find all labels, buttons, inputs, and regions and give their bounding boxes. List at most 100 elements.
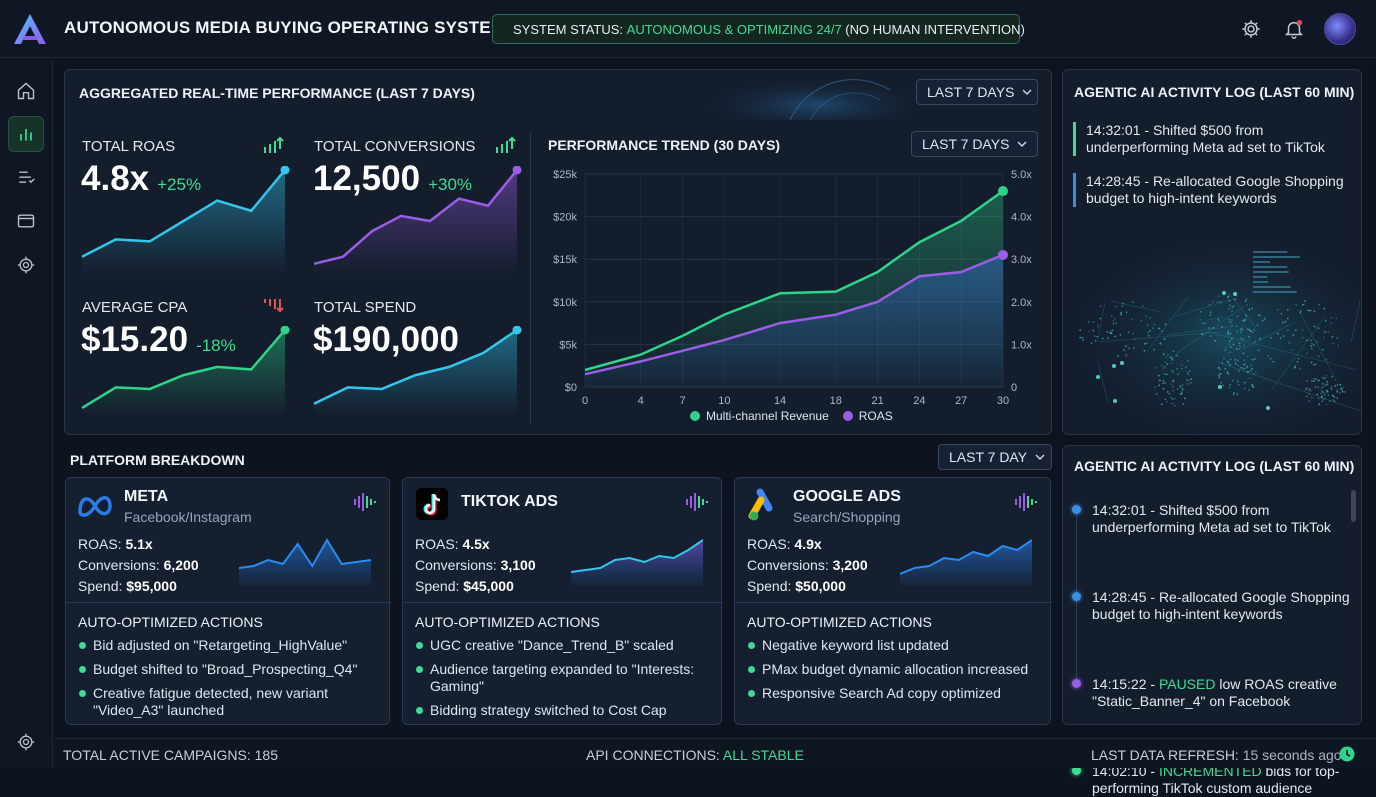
stat-value: $45,000 — [463, 578, 514, 594]
signal-wave-icon — [1015, 493, 1037, 511]
meta-logo-icon — [78, 496, 112, 517]
performance-trend-chart: $25k 5.0x $20k 4.0x $15k 3.0x $10k 2.0x $5k 1.0x $… — [553, 169, 1032, 407]
actions-list: Negative keyword list updated PMax budget… — [747, 637, 1040, 709]
globe-decoration — [700, 70, 910, 120]
google-ads-logo-icon — [748, 488, 773, 521]
breakdown-range-dropdown[interactable]: LAST 7 DAY — [938, 444, 1052, 470]
chevron-down-icon — [1035, 454, 1045, 461]
platform-stat: Spend: $95,000 — [78, 576, 177, 597]
stat-value: 4.9x — [794, 536, 822, 552]
kpi-value-row: 4.8x +25% — [81, 159, 201, 199]
api-connections-status: API CONNECTIONS: ALL STABLE — [586, 747, 804, 763]
signal-wave-icon — [686, 493, 708, 511]
last-refresh-status: LAST DATA REFRESH: 15 seconds ago — [1091, 747, 1342, 763]
stat-label: ROAS: — [78, 536, 122, 552]
platform-stat: ROAS: 5.1x — [78, 534, 153, 555]
card-divider — [735, 602, 1052, 603]
platform-card[interactable]: GOOGLE ADS Search/Shopping ROAS: 4.9x Conve… — [734, 477, 1052, 725]
trend-down-icon — [264, 299, 284, 313]
platform-card[interactable]: TIKTOK ADS ROAS: 4.5x Conversions: 3,100 Sp… — [402, 477, 723, 725]
bar-chart-icon — [20, 129, 32, 141]
log-top-entry: 14:32:01 - Shifted $500 from underperfor… — [1073, 122, 1353, 156]
stat-label: ROAS: — [747, 536, 791, 552]
breakdown-title: PLATFORM BREAKDOWN — [70, 452, 245, 468]
platform-name: TIKTOK ADS — [461, 493, 558, 510]
action-item: PMax budget dynamic allocation increased — [747, 661, 1040, 678]
range-label: LAST 7 DAY — [949, 449, 1028, 465]
y-left-tick: $10k — [553, 297, 577, 309]
chevron-down-icon — [1022, 89, 1032, 96]
y-right-tick: 0 — [1011, 382, 1017, 394]
platform-stat: Conversions: 3,200 — [747, 555, 868, 576]
sidebar-item-filters[interactable] — [8, 160, 44, 196]
status-state: AUTONOMOUS & OPTIMIZING 24/7 — [626, 21, 842, 37]
log-scrollbar[interactable] — [1351, 490, 1356, 522]
stat-label: Spend: — [78, 578, 123, 594]
action-item: Negative keyword list updated — [747, 637, 1040, 654]
kpi-value: $15.20 — [81, 320, 189, 359]
sidebar-item-wallet[interactable] — [8, 203, 44, 239]
avatar[interactable] — [1324, 13, 1356, 45]
platform-stat: Conversions: 6,200 — [78, 555, 199, 576]
actions-list: Bid adjusted on "Retargeting_HighValue" B… — [78, 637, 379, 726]
clock-icon — [1339, 746, 1355, 762]
world-map-decoration — [1063, 240, 1361, 434]
performance-range-dropdown[interactable]: LAST 7 DAYS — [916, 79, 1038, 105]
series-area — [585, 254, 1003, 387]
actions-title: AUTO-OPTIMIZED ACTIONS — [78, 614, 263, 630]
x-tick: 30 — [997, 395, 1009, 407]
x-tick: 27 — [955, 395, 967, 407]
platform-stat: ROAS: 4.9x — [747, 534, 822, 555]
log-text: 14:32:01 - Shifted $500 from underperfor… — [1092, 502, 1331, 535]
gear-icon[interactable] — [1240, 18, 1262, 40]
log-bottom-entry: 14:15:22 - PAUSED low ROAS creative "Sta… — [1072, 676, 1354, 710]
kpi-value-row: $15.20 -18% — [81, 320, 236, 360]
platform-sparkline — [900, 539, 1032, 586]
bell-icon[interactable] — [1283, 18, 1305, 40]
platform-stat: Spend: $50,000 — [747, 576, 846, 597]
sidebar-item-home[interactable] — [8, 73, 44, 109]
log-top-entry: 14:28:45 - Re-allocated Google Shopping … — [1073, 173, 1353, 207]
y-left-tick: $25k — [553, 169, 577, 181]
log-bottom-title: AGENTIC AI ACTIVITY LOG (LAST 60 MIN) — [1074, 458, 1355, 474]
sparkline-path — [81, 169, 286, 258]
stat-label: Conversions: — [415, 557, 497, 573]
sparkline-path — [313, 328, 518, 405]
series-line-roas — [584, 253, 1004, 376]
kpi-value: 12,500 — [313, 159, 421, 198]
platform-stat: Spend: $45,000 — [415, 576, 514, 597]
sparkline-path — [81, 329, 286, 409]
log-text: 14:15:22 - — [1092, 676, 1159, 692]
trend-range-dropdown[interactable]: LAST 7 DAYS — [911, 131, 1038, 157]
sidebar-item-analytics[interactable] — [8, 116, 44, 152]
log-highlight: PAUSED — [1158, 676, 1216, 692]
active-campaigns-count: TOTAL ACTIVE CAMPAIGNS: 185 — [63, 747, 278, 763]
sidebar-item-settings[interactable] — [8, 247, 44, 283]
stat-value: 4.5x — [462, 536, 490, 552]
tiktok-logo-icon — [416, 488, 448, 520]
platform-name: META — [124, 488, 169, 505]
card-divider — [403, 602, 723, 603]
kpi-change: -18% — [196, 336, 236, 355]
sparkline-endpoint — [512, 166, 522, 175]
kpi-value-row: 12,500 +30% — [313, 159, 472, 199]
timeline-dot — [1072, 679, 1081, 688]
panel-divider — [530, 132, 531, 424]
legend-roas: ROAS — [858, 409, 893, 423]
stat-value: 3,100 — [500, 557, 536, 573]
refresh-value: 15 seconds ago — [1242, 747, 1342, 763]
platform-card[interactable]: META Facebook/Instagram ROAS: 5.1x Conversi… — [65, 477, 391, 726]
sidebar-item-bottom-settings[interactable] — [8, 724, 44, 760]
kpi-value: $190,000 — [313, 320, 459, 359]
actions-title: AUTO-OPTIMIZED ACTIONS — [747, 614, 932, 630]
stat-label: Conversions: — [747, 557, 829, 573]
kpi-label: TOTAL CONVERSIONS — [314, 138, 476, 155]
action-item: UGC creative "Dance_Trend_B" scaled — [415, 637, 711, 654]
stat-label: Spend: — [747, 578, 792, 594]
kpi-label: TOTAL ROAS — [82, 138, 176, 155]
action-item: Bidding strategy switched to Cost Cap — [415, 702, 711, 719]
log-top-title: AGENTIC AI ACTIVITY LOG (LAST 60 MIN) — [1074, 84, 1355, 100]
a-logo-icon[interactable] — [12, 12, 48, 46]
platform-sparkline — [239, 538, 371, 586]
api-value: ALL STABLE — [722, 747, 804, 763]
